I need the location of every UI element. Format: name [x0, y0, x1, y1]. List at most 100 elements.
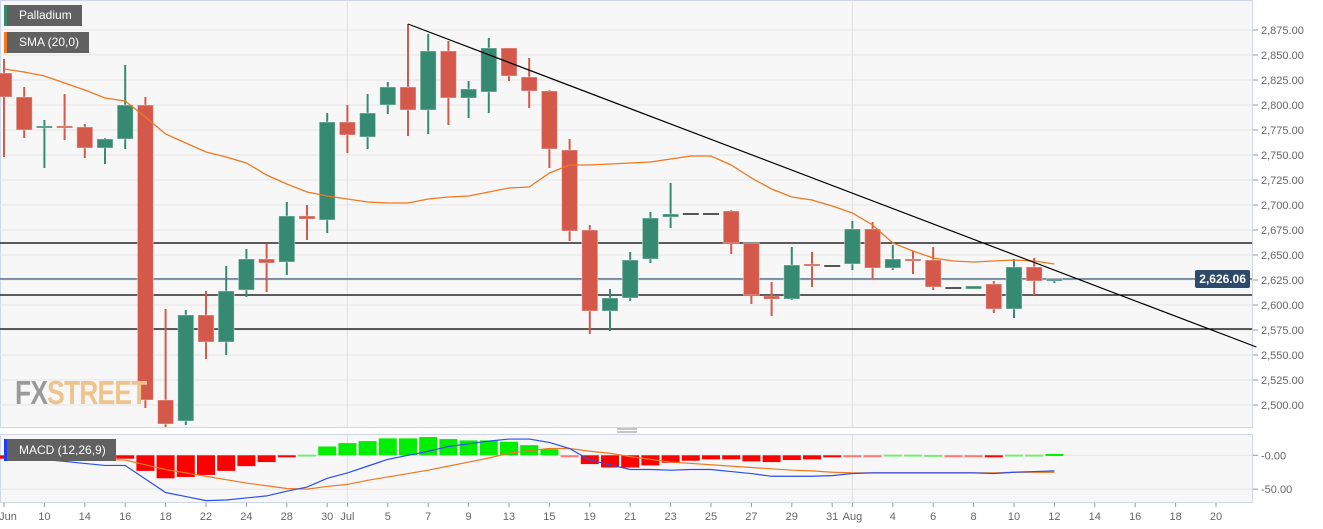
candle-bullish — [1005, 266, 1023, 310]
candle-bullish — [419, 50, 437, 111]
y-tick-label: 2,725.00 — [1261, 175, 1304, 187]
x-tick-label: 10 — [1008, 511, 1020, 523]
macd-histogram-bar-negative — [722, 455, 741, 460]
x-tick-label: 7 — [425, 511, 431, 523]
macd-histogram-bar-negative — [984, 455, 1003, 458]
y-tick-label: 2,800.00 — [1261, 100, 1304, 112]
y-tick-label: 2,675.00 — [1261, 225, 1304, 237]
candle-bearish — [0, 72, 13, 98]
fxstreet-logo: FXSTREET — [15, 374, 147, 412]
y-tick-label: 2,875.00 — [1261, 25, 1304, 37]
macd-histogram-bar-negative — [136, 455, 155, 471]
candle-bullish — [217, 290, 235, 343]
logo-street: STREET — [47, 374, 147, 411]
candle-bullish — [35, 125, 53, 129]
date-axis: Jun 10 14 16 18 22 24 28 30 Jul 5 7 9 13 15 19 21 23 25 27 2… — [0, 503, 1222, 523]
macd-histogram-bar-positive — [358, 441, 377, 456]
candle-bearish — [15, 96, 33, 131]
x-tick-label: 5 — [385, 511, 391, 523]
descending-trendline — [407, 23, 1257, 348]
y-tick-label: 2,750.00 — [1261, 150, 1304, 162]
x-tick-label: 18 — [159, 511, 171, 523]
macd-histogram-bar-negative — [156, 455, 175, 479]
macd-histogram-bar-positive — [883, 454, 902, 457]
macd-histogram-bar-negative — [237, 455, 256, 467]
candle-bullish — [460, 88, 478, 99]
macd-histogram-bar-negative — [742, 455, 761, 462]
candle-bearish — [136, 104, 154, 401]
candle-bullish — [359, 112, 377, 138]
macd-histogram-bar-negative — [782, 455, 801, 461]
current-price-tag: 2,626.06 — [1195, 269, 1250, 288]
candle-bullish — [379, 86, 397, 106]
macd-histogram-bar-negative — [944, 455, 963, 458]
candle-bullish — [96, 138, 114, 149]
x-tick-label: 15 — [543, 511, 555, 523]
candle-bearish — [197, 314, 215, 343]
candle-bearish — [1025, 266, 1043, 282]
trendline — [407, 23, 1257, 348]
macd-histogram-bar-positive — [298, 454, 316, 457]
macd-histogram-bar-positive — [479, 440, 498, 456]
y-tick-label: 2,775.00 — [1261, 125, 1304, 137]
legend-macd[interactable]: MACD (12,26,9) — [4, 439, 116, 461]
macd-histogram-bar-negative — [601, 455, 619, 468]
price-axis: 2,500.00 2,525.00 2,550.00 2,575.00 2,600.00… — [1253, 25, 1304, 496]
y-tick-label: 2,650.00 — [1261, 250, 1304, 262]
macd-histogram-bar-positive — [1005, 454, 1023, 457]
candle-bearish — [985, 283, 1003, 310]
x-tick-label: 6 — [930, 511, 936, 523]
x-tick-label: 19 — [584, 511, 596, 523]
macd-y-tick-label: -50.00 — [1261, 484, 1292, 496]
candle-bearish — [924, 259, 942, 288]
candle-bullish — [237, 258, 255, 291]
x-tick-label: Aug — [843, 511, 863, 523]
x-tick-label: 16 — [1129, 511, 1141, 523]
candle-bearish — [56, 125, 74, 129]
candle-bullish — [601, 297, 619, 312]
candle-bearish — [763, 295, 781, 300]
macd-histogram-bar-positive — [338, 443, 357, 456]
x-tick-label: 23 — [664, 511, 676, 523]
macd-histogram-bar-negative — [702, 455, 720, 460]
x-tick-label: 8 — [971, 511, 977, 523]
macd-histogram-bar-negative — [681, 455, 700, 461]
macd-histogram-bar-positive — [378, 438, 397, 456]
candle-bearish — [742, 242, 760, 296]
price-panel — [0, 0, 1253, 428]
x-tick-label: 27 — [745, 511, 757, 523]
candle-bullish — [318, 121, 336, 221]
candle-bearish — [540, 90, 558, 150]
x-tick-label: 31 — [826, 511, 838, 523]
macd-histogram-bar-negative — [257, 455, 276, 463]
y-tick-label: 2,500.00 — [1261, 400, 1304, 412]
y-tick-label: 2,600.00 — [1261, 300, 1304, 312]
candle-bearish — [157, 399, 175, 425]
gridlines — [0, 0, 1252, 502]
panel-resize-handle[interactable] — [617, 428, 637, 433]
sma-line — [3, 68, 1055, 265]
macd-histogram-bar-positive — [399, 438, 417, 456]
x-tick-label: 14 — [1089, 511, 1101, 523]
sma-20-line — [3, 68, 1055, 265]
legend-sma[interactable]: SMA (20,0) — [4, 32, 90, 53]
candle-bullish — [1045, 278, 1063, 282]
macd-histogram-bar-negative — [964, 455, 983, 458]
macd-histogram-bar-positive — [318, 446, 337, 456]
candle-bearish — [864, 228, 882, 269]
x-tick-label: 29 — [786, 511, 798, 523]
y-tick-label: 2,825.00 — [1261, 75, 1304, 87]
x-tick-label: 21 — [624, 511, 636, 523]
x-tick-label: 18 — [1169, 511, 1181, 523]
macd-histogram-bar-negative — [843, 455, 862, 458]
candle-bearish — [76, 126, 94, 149]
candle-bullish — [884, 258, 902, 269]
macd-histogram-bar-negative — [197, 455, 215, 475]
legend-symbol[interactable]: Palladium — [4, 5, 82, 26]
macd-line — [3, 438, 1055, 502]
y-tick-label: 2,700.00 — [1261, 200, 1304, 212]
macd-histogram-bar-positive — [904, 454, 922, 457]
candle-bullish — [480, 47, 498, 93]
macd-histogram-bar-negative — [560, 455, 579, 458]
